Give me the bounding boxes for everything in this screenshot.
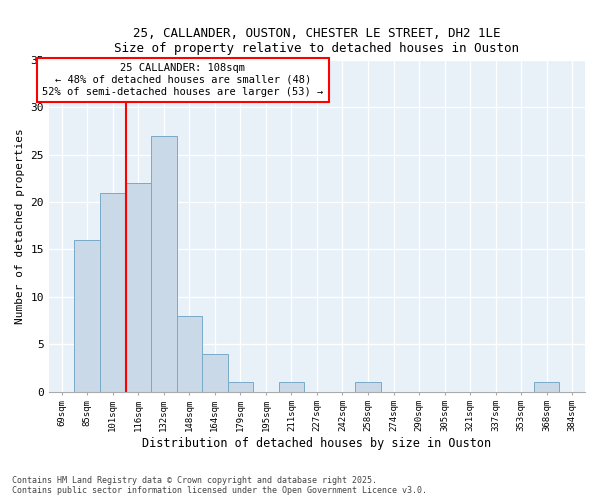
Bar xyxy=(278,382,304,392)
Bar xyxy=(176,316,202,392)
X-axis label: Distribution of detached houses by size in Ouston: Distribution of detached houses by size … xyxy=(142,437,491,450)
Bar xyxy=(355,382,381,392)
Bar xyxy=(534,382,559,392)
Text: Contains HM Land Registry data © Crown copyright and database right 2025.
Contai: Contains HM Land Registry data © Crown c… xyxy=(12,476,427,495)
Bar xyxy=(202,354,227,392)
Bar xyxy=(100,192,125,392)
Y-axis label: Number of detached properties: Number of detached properties xyxy=(15,128,25,324)
Bar xyxy=(227,382,253,392)
Title: 25, CALLANDER, OUSTON, CHESTER LE STREET, DH2 1LE
Size of property relative to d: 25, CALLANDER, OUSTON, CHESTER LE STREET… xyxy=(115,26,520,54)
Text: 25 CALLANDER: 108sqm
← 48% of detached houses are smaller (48)
52% of semi-detac: 25 CALLANDER: 108sqm ← 48% of detached h… xyxy=(43,64,323,96)
Bar xyxy=(74,240,100,392)
Bar xyxy=(151,136,176,392)
Bar xyxy=(125,183,151,392)
